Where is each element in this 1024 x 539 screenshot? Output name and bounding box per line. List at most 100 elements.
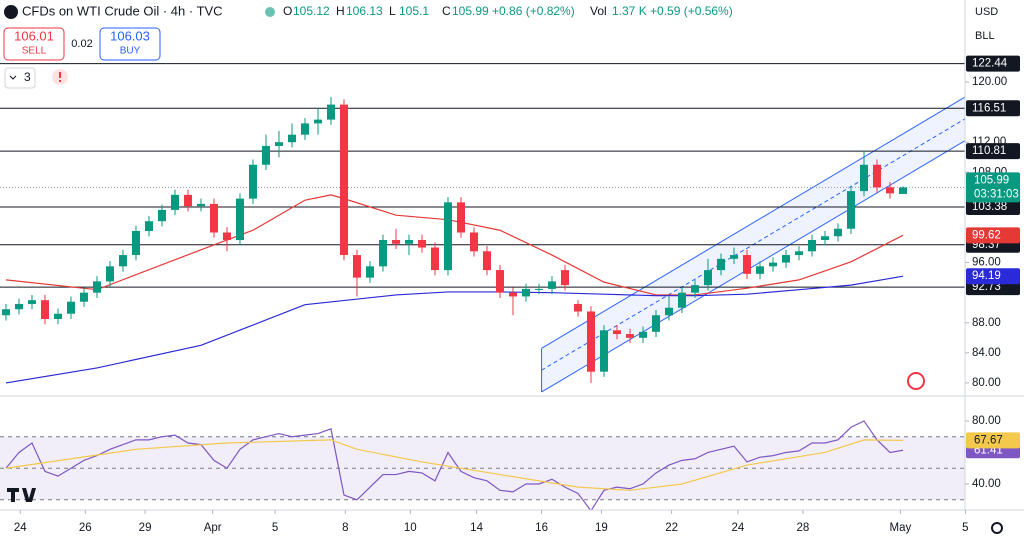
candle-body [469, 232, 478, 252]
x-tick-label: 8 [342, 522, 348, 534]
y-tick-label: 84.00 [972, 347, 1001, 359]
candle-body [807, 240, 816, 252]
candle-body [638, 331, 647, 338]
indicators-count: 3 [24, 70, 31, 84]
level-label-bg [966, 143, 1020, 160]
candle-body [729, 255, 738, 259]
x-tick-label: 19 [595, 522, 608, 534]
level-label: 103.38 [972, 201, 1007, 213]
rsi-label-bg [966, 432, 1020, 449]
candle-body [183, 194, 192, 207]
candle-body [482, 251, 491, 271]
currency: USD [975, 6, 998, 18]
channel-upper [541, 96, 965, 349]
settings-icon[interactable] [991, 522, 1003, 534]
candle-body [547, 281, 556, 289]
x-tick-label: 24 [14, 522, 27, 534]
level-label-bg [966, 100, 1020, 117]
x-tick-label: Apr [204, 522, 222, 534]
candle-body [755, 266, 764, 274]
candle-body [716, 258, 725, 271]
candle-body [300, 123, 309, 135]
ohlc-label: O [283, 4, 292, 18]
candle-body [794, 251, 803, 256]
candle-body [209, 203, 218, 233]
buy-price: 106.03 [110, 28, 150, 43]
candle-body [495, 270, 504, 293]
candle-body [131, 230, 140, 256]
x-tick-label: 24 [731, 522, 744, 534]
candle-body [378, 240, 387, 267]
candle-body [66, 301, 75, 314]
sell-label: SELL [22, 46, 47, 57]
x-tick-label: 16 [535, 522, 548, 534]
candle-body [274, 142, 283, 146]
candle-body [157, 209, 166, 222]
x-tick-label: 28 [796, 522, 809, 534]
candle-body [885, 187, 894, 194]
candle-body [27, 300, 36, 304]
chevron [9, 75, 17, 80]
candle-body [872, 164, 881, 188]
price-pane [0, 63, 965, 393]
symbol-title: CFDs on WTI Crude Oil · 4h · TVC [22, 3, 223, 18]
candle-body [456, 202, 465, 233]
candle-body [339, 104, 348, 256]
vol-label: Vol [590, 4, 607, 18]
y-tick-label: 40.00 [972, 478, 1001, 490]
x-tick-label: 22 [665, 522, 678, 534]
candle-body [404, 240, 413, 244]
candle-body [391, 240, 400, 244]
candle-body [599, 330, 608, 372]
candle-body [313, 119, 322, 124]
candle-body [625, 334, 634, 338]
candle-body [703, 270, 712, 286]
candle-body [508, 292, 517, 297]
x-tick-label: 10 [404, 522, 417, 534]
candle-body [768, 262, 777, 267]
level-label: 92.73 [972, 281, 1001, 293]
ma-label: 94.19 [972, 270, 1001, 282]
candle-body [196, 203, 205, 207]
candle-body [651, 315, 660, 332]
sell-button[interactable] [3, 27, 65, 61]
candle-body [287, 134, 296, 143]
last-price-bg [966, 172, 1020, 203]
candle-body [560, 270, 569, 286]
countdown: 03:31:03 [974, 188, 1019, 200]
buy-button[interactable] [99, 27, 161, 61]
candle-body [14, 303, 23, 310]
level-label-bg [966, 199, 1020, 216]
ma-label-bg [966, 227, 1020, 244]
buy-label: BUY [120, 46, 141, 57]
candle-body [534, 288, 543, 290]
candle-body [417, 240, 426, 248]
level-label-bg [966, 55, 1020, 72]
candle-body [521, 288, 530, 297]
indicators-toggle[interactable] [4, 67, 36, 89]
candle-body [92, 281, 101, 293]
x-tick-label: 5 [272, 522, 278, 534]
x-tick-label: 5 [962, 522, 968, 534]
candle-body [235, 198, 244, 241]
ohlc-label: L [389, 4, 396, 18]
y-tick-label: 80.00 [972, 415, 1001, 427]
rsi-label: 67.67 [974, 434, 1003, 446]
candle-body [365, 266, 374, 278]
candle-body [1, 309, 10, 316]
level-label: 110.81 [972, 145, 1006, 157]
candle-body [586, 311, 595, 372]
flag-icon [907, 372, 925, 390]
candle-body [40, 300, 49, 320]
moving-average [5, 194, 904, 296]
spread: 0.02 [71, 38, 92, 50]
candle-body [443, 202, 452, 271]
candle-body [144, 221, 153, 231]
y-tick-label: 96.00 [972, 257, 1001, 269]
candle-body [326, 104, 335, 120]
candle-body [898, 187, 907, 194]
unit: BLL [975, 30, 995, 42]
candle-body [612, 330, 621, 335]
candle-body [833, 228, 842, 237]
candle-body [846, 191, 855, 229]
